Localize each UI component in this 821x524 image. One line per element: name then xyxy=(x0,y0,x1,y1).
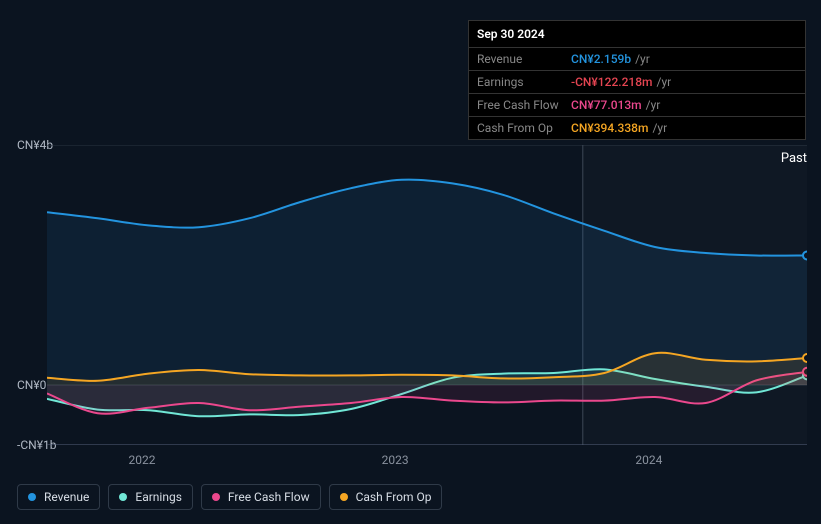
legend-swatch xyxy=(119,493,127,501)
tooltip-row-unit: /yr xyxy=(646,98,661,112)
legend-item-free-cash-flow[interactable]: Free Cash Flow xyxy=(201,484,321,510)
tooltip-row: RevenueCN¥2.159b/yr xyxy=(469,48,805,71)
y-axis-tick: CN¥0 xyxy=(17,378,46,392)
legend-item-earnings[interactable]: Earnings xyxy=(108,484,193,510)
tooltip-row: Free Cash FlowCN¥77.013m/yr xyxy=(469,94,805,117)
tooltip-row-value: CN¥77.013m xyxy=(571,98,642,112)
x-axis-tick: 2022 xyxy=(129,453,156,467)
tooltip-row-label: Revenue xyxy=(477,52,571,66)
tooltip-row-unit: /yr xyxy=(657,75,672,89)
chart-legend: Revenue Earnings Free Cash Flow Cash From O… xyxy=(17,484,442,510)
legend-label: Earnings xyxy=(135,490,182,504)
series-end-marker xyxy=(803,354,807,362)
legend-label: Revenue xyxy=(44,490,89,504)
tooltip-date: Sep 30 2024 xyxy=(469,21,805,48)
tooltip-row: Earnings-CN¥122.218m/yr xyxy=(469,71,805,94)
legend-label: Free Cash Flow xyxy=(228,490,310,504)
legend-swatch xyxy=(340,493,348,501)
series-end-marker xyxy=(803,251,807,259)
tooltip-row-label: Earnings xyxy=(477,75,571,89)
legend-swatch xyxy=(212,493,220,501)
tooltip-row-label: Free Cash Flow xyxy=(477,98,571,112)
x-axis-tick: 2023 xyxy=(382,453,409,467)
tooltip-row-unit: /yr xyxy=(635,52,650,66)
legend-item-revenue[interactable]: Revenue xyxy=(17,484,100,510)
legend-item-cash-from-op[interactable]: Cash From Op xyxy=(329,484,443,510)
tooltip-row-value: CN¥2.159b xyxy=(571,52,631,66)
financials-chart: CN¥4bCN¥0-CN¥1b Past 202220232024 xyxy=(17,119,807,477)
legend-swatch xyxy=(28,493,36,501)
x-axis-tick: 2024 xyxy=(635,453,662,467)
chart-plot-area[interactable] xyxy=(47,145,807,445)
tooltip-row-value: -CN¥122.218m xyxy=(571,75,653,89)
legend-label: Cash From Op xyxy=(356,490,432,504)
